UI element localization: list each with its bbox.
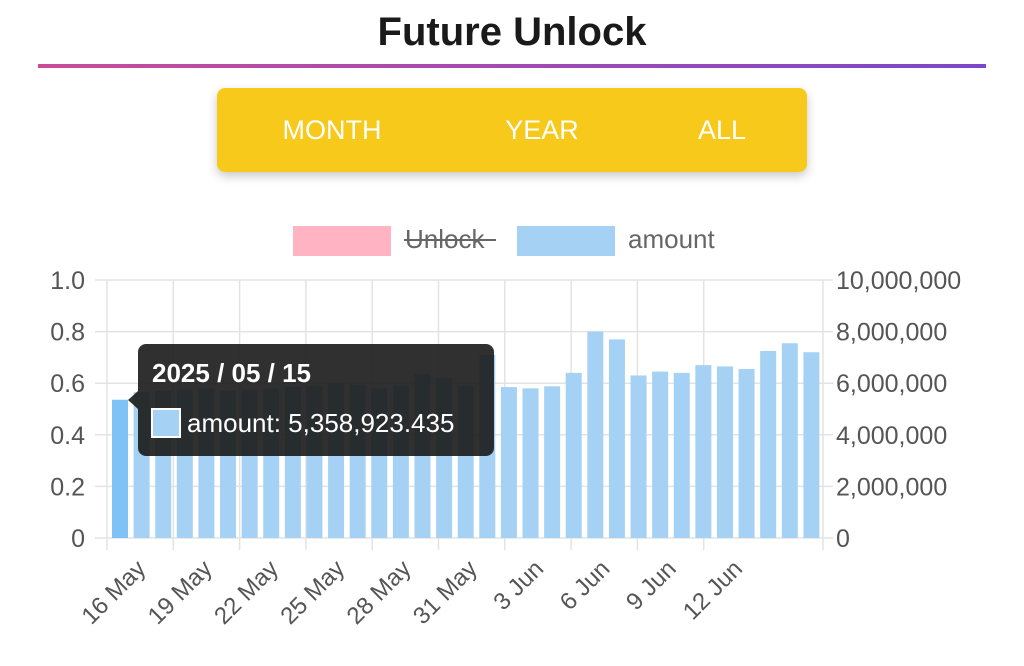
tooltip-box [138,344,494,456]
bar-amount[interactable] [587,331,604,538]
x-tick-label: 16 May [76,555,151,630]
bar-amount[interactable] [803,352,820,538]
x-tick-label: 22 May [209,555,284,630]
y-left-tick-label: 0.8 [50,319,85,347]
bar-amount[interactable] [738,369,755,538]
bar-amount[interactable] [781,343,798,538]
tooltip-title: 2025 / 05 / 15 [152,358,311,388]
y-right-tick-label: 2,000,000 [836,473,947,501]
tooltip-swatch [151,408,181,438]
title-divider [38,64,986,68]
y-right-tick-label: 4,000,000 [836,422,947,450]
legend-label-amount[interactable]: amount [628,224,715,254]
y-left-tick-label: 0.2 [50,473,85,501]
x-tick-label: 25 May [275,555,350,630]
tab-year[interactable]: YEAR [505,115,579,145]
bar-amount[interactable] [673,372,690,538]
tooltip-label: amount: 5,358,923.435 [187,408,454,438]
bar-amount[interactable] [608,339,625,538]
tab-month[interactable]: MONTH [282,115,382,145]
y-left-tick-label: 0.4 [50,422,85,450]
y-left-tick-label: 0.6 [50,370,85,398]
bar-amount[interactable] [630,375,647,538]
y-right-tick-label: 10,000,000 [836,267,961,295]
bar-amount[interactable] [522,388,539,538]
y-right-tick-label: 8,000,000 [836,319,947,347]
x-tick-label: 3 Jun [488,555,549,616]
legend-swatch-amount[interactable] [517,226,615,256]
x-tick-label: 12 Jun [678,555,748,625]
x-tick-label: 9 Jun [621,555,682,616]
y-left-tick-label: 1.0 [50,267,85,295]
tab-all[interactable]: ALL [697,115,747,145]
y-right-tick-label: 6,000,000 [836,370,947,398]
bar-amount[interactable] [695,365,712,538]
y-left-tick-label: 0 [71,525,85,553]
bar-amount[interactable] [760,350,777,538]
bar-amount[interactable] [112,399,128,538]
bar-amount[interactable] [565,372,582,538]
x-tick-label: 28 May [342,555,417,630]
bar-amount[interactable] [652,371,669,538]
x-tick-label: 31 May [408,555,483,630]
y-right-tick-label: 0 [836,525,850,553]
period-tabs: MONTH YEAR ALL [217,88,807,172]
bar-amount[interactable] [500,387,517,538]
x-tick-label: 19 May [143,555,218,630]
page-title: Future Unlock [377,10,647,54]
legend-swatch-unlock[interactable] [293,226,391,256]
tooltip-caret [128,391,138,409]
bar-amount[interactable] [716,366,733,538]
bar-amount[interactable] [544,386,561,538]
x-tick-label: 6 Jun [555,555,616,616]
